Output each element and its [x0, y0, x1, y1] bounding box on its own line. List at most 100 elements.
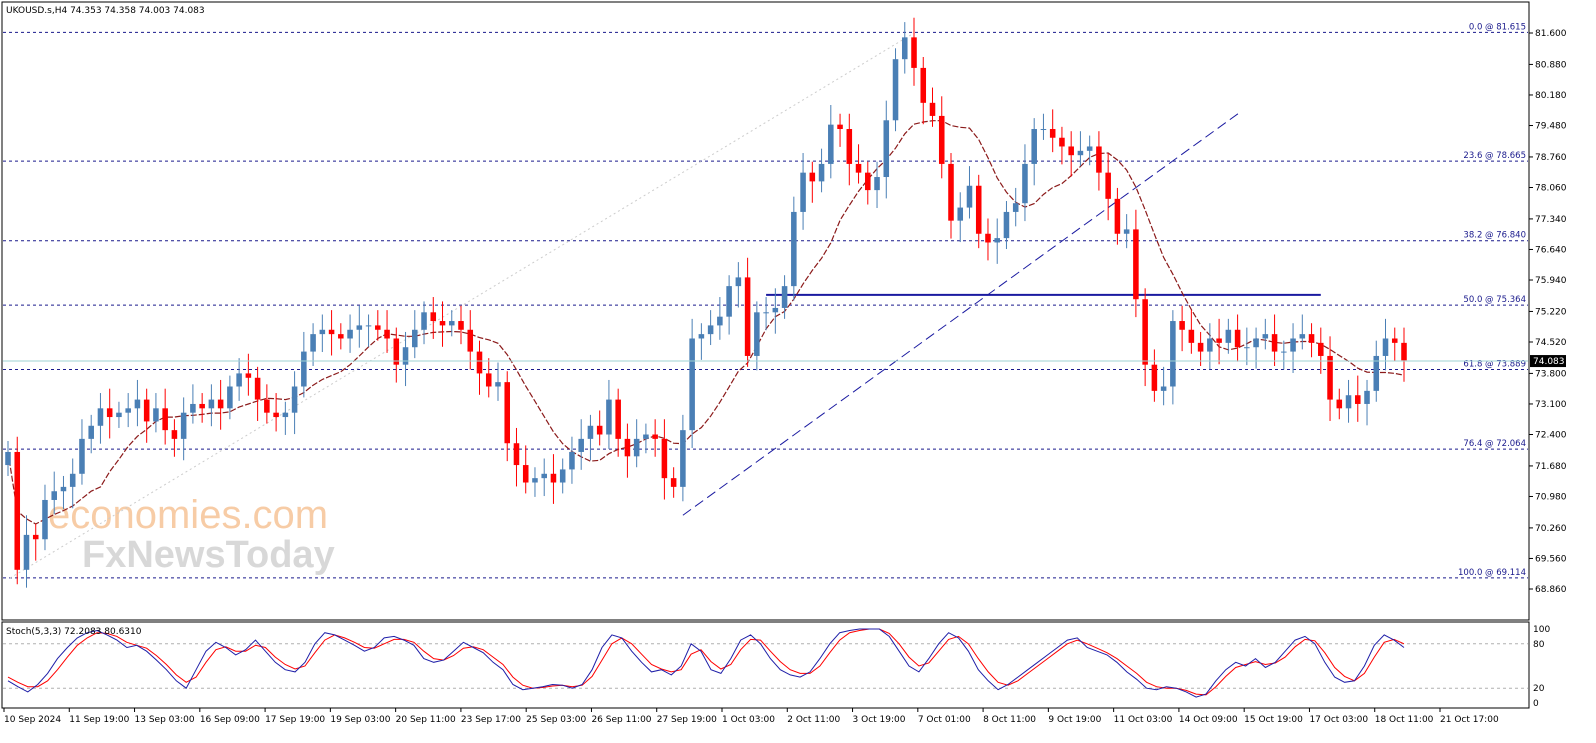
candle-body [1355, 395, 1361, 404]
time-tick-label: 14 Oct 09:00 [1179, 715, 1238, 725]
candle-body [1142, 299, 1148, 365]
candle-body [1336, 399, 1343, 409]
time-tick-label: 23 Sep 17:00 [461, 715, 521, 725]
candle-body [707, 325, 714, 335]
candle-body [254, 377, 261, 400]
candle-body [606, 399, 612, 435]
candle-body [495, 382, 501, 387]
fib-level-label: 0.0 @ 81.615 [1469, 22, 1526, 32]
candle-body [301, 351, 307, 387]
candle-body [1114, 198, 1121, 234]
candle-body [412, 329, 418, 348]
candle-body [532, 478, 538, 483]
candle-body [51, 491, 57, 500]
fib-level-label: 23.6 @ 78.665 [1463, 151, 1526, 161]
candle-body [227, 386, 233, 409]
candle-body [800, 172, 806, 212]
candle-body [14, 451, 21, 570]
candle-body [467, 329, 474, 352]
candle-body [874, 177, 880, 191]
time-tick-label: 15 Oct 19:00 [1244, 715, 1303, 725]
candle-body [1382, 338, 1389, 356]
candle-body [291, 386, 298, 413]
time-tick-label: 3 Oct 19:00 [853, 715, 906, 725]
time-tick-label: 19 Sep 03:00 [330, 715, 390, 725]
candle-body [550, 473, 557, 483]
candle-body [1401, 342, 1407, 361]
candle-body [1299, 334, 1306, 339]
candle-body [1068, 146, 1074, 156]
candle-body [1160, 386, 1167, 391]
candle-body [957, 207, 964, 221]
candle-body [273, 412, 279, 418]
stoch-level-label: 0 [1533, 699, 1539, 709]
time-tick-label: 8 Oct 11:00 [983, 715, 1036, 725]
candle-body [670, 478, 677, 487]
candle-body [448, 321, 455, 326]
stoch-level-label: 20 [1533, 684, 1545, 694]
time-tick-label: 17 Oct 03:00 [1309, 715, 1368, 725]
price-tick-label: 75.940 [1535, 276, 1567, 286]
candle-body [190, 403, 196, 413]
candle-body [1234, 329, 1241, 348]
candle-body [781, 286, 788, 308]
candle-body [402, 347, 409, 365]
time-tick-label: 26 Sep 11:00 [591, 715, 651, 725]
candle-body [818, 163, 825, 182]
candle-body [430, 312, 437, 322]
candle-body [754, 312, 760, 356]
candle-body [236, 373, 242, 387]
candle-body [1197, 342, 1204, 352]
fib-level-label: 38.2 @ 76.840 [1463, 231, 1526, 241]
candle-body [5, 451, 11, 466]
candle-body [171, 430, 178, 439]
candle-body [541, 473, 547, 479]
time-tick-label: 27 Sep 19:00 [657, 715, 717, 725]
candle-body [125, 408, 131, 413]
candle-body [911, 37, 917, 68]
candle-body [1133, 229, 1139, 300]
candle-body [347, 329, 353, 339]
candle-body [717, 316, 723, 326]
fib-level-label: 100.0 @ 69.114 [1458, 568, 1526, 578]
price-tick-label: 70.260 [1535, 524, 1567, 534]
candle-body [1345, 395, 1352, 409]
stoch-signal-line [7, 628, 1405, 696]
candle-body [245, 373, 252, 378]
stochastic-oscillator: 100 80 20 0 [3, 625, 1550, 709]
candle-body [1049, 129, 1056, 138]
candle-body [1059, 137, 1065, 147]
current-price-label: 74.083 [1533, 357, 1565, 367]
candle-body [901, 37, 908, 60]
candle-body [689, 338, 695, 431]
stoch-header: Stoch(5,3,3) 72.2083 80.6310 [6, 627, 142, 637]
candle-body [1003, 211, 1010, 239]
candle-body [384, 329, 390, 339]
candle-body [735, 277, 742, 287]
candle-body [1012, 203, 1019, 212]
candle-body [661, 438, 668, 479]
candle-body [559, 469, 566, 483]
candle-body [1308, 334, 1315, 343]
candle-body [1225, 329, 1232, 343]
candle-body [79, 438, 85, 474]
candle-body [106, 408, 113, 418]
candle-body [763, 312, 769, 314]
candle-body [837, 124, 843, 130]
candle-body [42, 499, 48, 540]
watermark: economies.com FxNewsToday [48, 493, 335, 576]
rising-trendline [682, 113, 1239, 516]
candle-body [458, 321, 464, 330]
candle-body [69, 473, 76, 487]
candle-body [1151, 364, 1158, 391]
candle-body [23, 534, 30, 570]
price-axis: 81.600 80.880 80.180 79.480 78.760 78.060 77.3… [1529, 29, 1567, 595]
candle-body [365, 325, 372, 327]
candle-body [809, 172, 816, 182]
price-tick-label: 80.180 [1535, 91, 1567, 101]
candle-body [485, 373, 492, 387]
candle-body [994, 238, 1000, 243]
candle-body [393, 338, 400, 365]
candle-body [966, 185, 973, 208]
candle-body [1096, 146, 1102, 173]
